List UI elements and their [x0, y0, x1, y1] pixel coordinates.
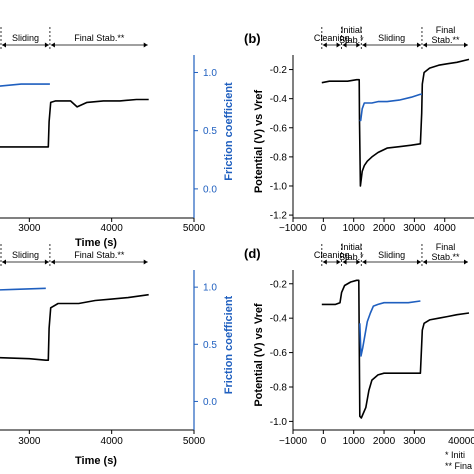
phase-arrowhead [322, 259, 327, 265]
x-tick-label: 4000 [101, 436, 124, 447]
phase-arrowhead [362, 259, 367, 265]
y2-tick-label: 0.0 [203, 397, 217, 408]
y-tick-label: -0.8 [270, 382, 288, 393]
y-tick-label: -0.6 [270, 123, 288, 134]
footnote: * Initi [445, 450, 465, 460]
y2-axis-label: Friction coefficient [223, 82, 235, 181]
x-tick-label: 0 [321, 436, 327, 447]
phase-label: Initial Stab.* [339, 242, 364, 262]
phase-arrowhead [143, 42, 148, 48]
phase-label: Cleaning [314, 250, 350, 260]
panel-2: −1000 0 1000 2000 3000 4000 -1.2 -1.0 -0.8 -0.6 -0… [244, 25, 474, 234]
x-tick-label: 5000 [183, 436, 206, 447]
phase-label: Final Stab.** [431, 242, 460, 262]
y-tick-label: -0.4 [270, 94, 288, 105]
y2-tick-label: 0.0 [203, 184, 217, 195]
y-tick-label: -1.2 [270, 211, 288, 222]
phase-arrowhead [356, 42, 361, 48]
phase-arrowhead [416, 259, 421, 265]
phase-arrowhead [342, 42, 347, 48]
phase-arrowhead [422, 259, 427, 265]
series-line-black [0, 98, 149, 148]
phase-arrowhead [336, 259, 341, 265]
y2-tick-label: 0.5 [203, 126, 217, 137]
x-tick-label: −1000 [279, 223, 308, 234]
phase-arrowhead [342, 259, 347, 265]
y-tick-label: -1.0 [270, 417, 288, 428]
series-line-blue [359, 93, 422, 122]
phase-arrowhead [44, 259, 49, 265]
phase-label: Sliding [12, 250, 39, 260]
x-tick-label: 1000 [343, 223, 366, 234]
series-line-black [0, 293, 149, 361]
phase-arrowhead [50, 42, 55, 48]
x-tick-label: 3000 [18, 436, 41, 447]
panel-3: 3000 4000 5000 Time (s) 0.0 0.5 1.0 Friction co… [0, 244, 235, 467]
phase-arrowhead [416, 42, 421, 48]
phase-arrowhead [422, 42, 427, 48]
x-tick-label: −1000 [279, 436, 308, 447]
y-axis-label: Potential (V) vs Vref [253, 303, 265, 407]
y-tick-label: -0.8 [270, 152, 288, 163]
phase-arrowhead [336, 42, 341, 48]
phase-label: Sliding [12, 33, 39, 43]
panel-label: (d) [244, 246, 261, 261]
x-tick-label: 2000 [373, 223, 396, 234]
x-tick-label: 5000 [183, 223, 206, 234]
y2-tick-label: 1.0 [203, 283, 217, 294]
y-tick-label: -0.4 [270, 314, 288, 325]
phase-arrowhead [464, 259, 468, 265]
phase-arrowhead [2, 259, 6, 265]
x-tick-label: 40000 [448, 436, 474, 447]
y-tick-label: -0.6 [270, 348, 288, 359]
x-tick-label: 2000 [373, 436, 396, 447]
y-axis-label: Potential (V) vs Vref [253, 90, 265, 194]
y2-tick-label: 0.5 [203, 340, 217, 351]
panel-4: −1000 0 1000 2000 3000 40000 -1.0 -0.8 -0.6 -0.4 -… [244, 242, 474, 471]
phase-arrowhead [50, 259, 55, 265]
x-tick-label: 3000 [403, 223, 426, 234]
y-tick-label: -0.2 [270, 279, 288, 290]
y-tick-label: -0.2 [270, 65, 288, 76]
phase-label: Cleaning [314, 33, 350, 43]
footnote: ** Fina [445, 461, 472, 471]
phase-arrowhead [2, 42, 6, 48]
phase-arrowhead [143, 259, 148, 265]
series-line-blue [0, 83, 50, 87]
series-line-black [321, 58, 470, 187]
series-line-blue [359, 300, 421, 357]
phase-arrowhead [464, 42, 468, 48]
y2-axis-label: Friction coefficient [223, 295, 235, 394]
panel-label: (b) [244, 31, 261, 46]
series-line-black [321, 279, 470, 419]
x-axis-label: Time (s) [75, 237, 117, 249]
phase-label: Initial Stab.* [339, 25, 364, 45]
x-tick-label: 4000 [434, 223, 457, 234]
panel-1: 3000 4000 5000 Time (s) 0.0 0.5 1.0 Friction co… [0, 27, 235, 249]
phase-arrowhead [44, 42, 49, 48]
x-tick-label: 3000 [403, 436, 426, 447]
x-tick-label: 3000 [18, 223, 41, 234]
x-axis-label: Time (s) [75, 455, 117, 467]
phase-label: Final Stab.** [74, 250, 125, 260]
x-tick-label: 4000 [101, 223, 124, 234]
y-tick-label: -1.0 [270, 181, 288, 192]
phase-label: Sliding [378, 250, 405, 260]
phase-arrowhead [322, 42, 327, 48]
phase-arrowhead [356, 259, 361, 265]
series-line-blue [0, 287, 46, 291]
x-tick-label: 0 [321, 223, 327, 234]
phase-label: Final Stab.** [431, 25, 460, 45]
y2-tick-label: 1.0 [203, 68, 217, 79]
phase-arrowhead [362, 42, 367, 48]
phase-label: Final Stab.** [74, 33, 125, 43]
phase-label: Sliding [378, 33, 405, 43]
x-tick-label: 1000 [343, 436, 366, 447]
